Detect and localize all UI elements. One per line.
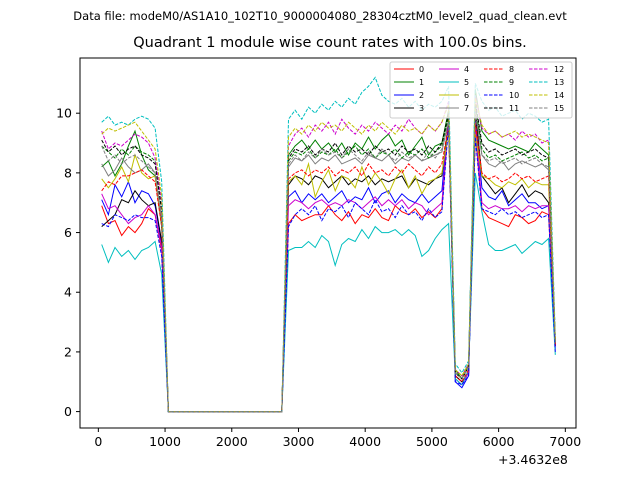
- series-line-11: [101, 101, 556, 413]
- legend-label-3: 3: [419, 104, 424, 113]
- legend-label-4: 4: [464, 65, 469, 74]
- y-tick-label: 0: [64, 404, 72, 419]
- legend-label-7: 7: [464, 104, 469, 113]
- x-tick-label: 7000: [549, 434, 581, 449]
- series-line-10: [101, 125, 556, 413]
- y-tick-label: 10: [56, 106, 72, 121]
- series-line-0: [101, 119, 556, 413]
- series-line-8: [101, 122, 556, 413]
- x-tick-label: 3000: [283, 434, 315, 449]
- legend-label-12: 12: [554, 65, 564, 74]
- legend-label-6: 6: [464, 91, 469, 100]
- x-tick-label: 6000: [483, 434, 515, 449]
- x-tick-label: 5000: [416, 434, 448, 449]
- data-file-suptitle: Data file: modeM0/AS1A10_102T10_90000040…: [73, 9, 567, 23]
- legend-label-0: 0: [419, 65, 424, 74]
- series-line-4: [101, 119, 556, 413]
- legend-label-9: 9: [509, 78, 514, 87]
- plot-frame: [79, 57, 577, 429]
- series-line-7: [101, 107, 556, 413]
- legend-label-2: 2: [419, 91, 424, 100]
- legend-label-10: 10: [509, 91, 519, 100]
- series-line-1: [101, 89, 556, 413]
- series-line-15: [101, 113, 556, 413]
- x-tick-label: 0: [94, 434, 102, 449]
- legend-box: [389, 61, 573, 119]
- series-line-14: [101, 98, 556, 413]
- legend-label-1: 1: [419, 78, 424, 87]
- x-tick-label: 4000: [349, 434, 381, 449]
- legend-label-13: 13: [554, 78, 564, 87]
- legend-label-15: 15: [554, 104, 564, 113]
- legend-label-8: 8: [509, 65, 514, 74]
- legend-label-5: 5: [464, 78, 469, 87]
- legend-label-11: 11: [509, 104, 519, 113]
- x-tick-label: 2000: [216, 434, 248, 449]
- series-line-6: [101, 131, 556, 413]
- plot-lines: [101, 76, 556, 413]
- y-tick-label: 4: [64, 285, 72, 300]
- y-tick-label: 2: [64, 344, 72, 359]
- y-tick-label: 8: [64, 165, 72, 180]
- series-line-9: [101, 104, 556, 413]
- chart-title: Quadrant 1 module wise count rates with …: [133, 35, 527, 51]
- y-tick-label: 6: [64, 225, 72, 240]
- x-tick-label: 1000: [149, 434, 181, 449]
- series-line-5: [101, 172, 556, 413]
- x-offset-label: +3.4632e8: [498, 452, 568, 467]
- axes: 0 1000 2000 3000 4000 5000 6000 7000 0 2 4 6 8 10: [56, 106, 581, 449]
- legend-label-14: 14: [554, 91, 564, 100]
